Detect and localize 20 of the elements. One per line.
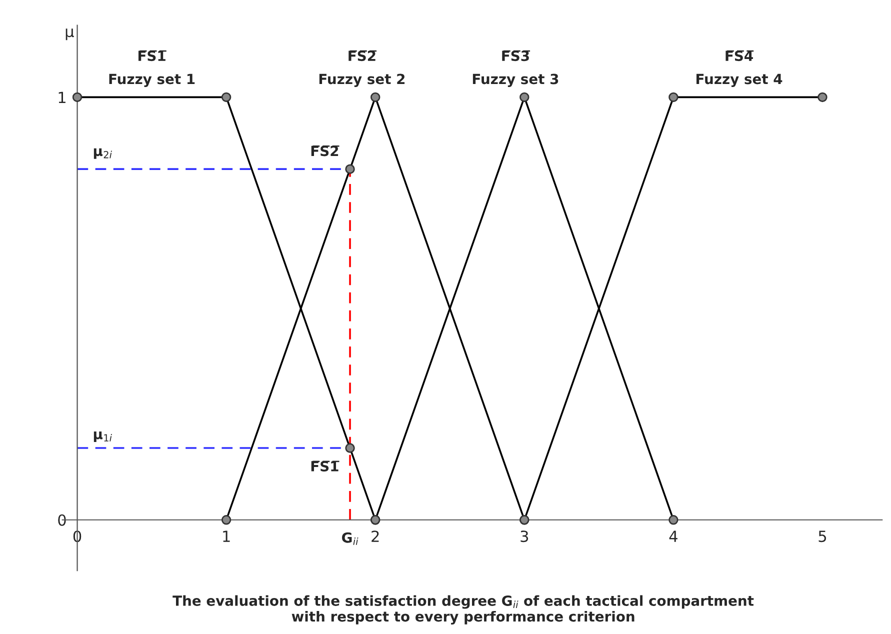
annotation: F̅S̅4̅	[726, 50, 754, 62]
annotation: Fuzzy set 3	[472, 74, 558, 88]
annotation: F̅S̅1̅	[138, 50, 166, 62]
annotation: F̅S̅2̅	[311, 145, 340, 156]
x-tick-label: 4	[669, 530, 678, 542]
annotation: μ$_{1i}$	[94, 432, 112, 442]
annotation: μ$_{2i}$	[94, 148, 112, 159]
x-tick-label: 5	[818, 530, 826, 542]
x-tick-label: 1	[223, 530, 230, 542]
annotation: Fuzzy set 2	[319, 74, 405, 88]
annotation: F̅S̅1̅	[311, 460, 340, 472]
y-axis-title: μ	[66, 28, 74, 40]
annotation: F̅S̅2̅	[348, 50, 377, 62]
x-axis-title: The evaluation of the satisfaction degree G$_{ii}$ of each tactical compartment with respect to every performance criterion	[172, 595, 754, 624]
annotation: G$_{ii}$	[342, 532, 358, 545]
annotation: Fuzzy set 4	[696, 74, 782, 88]
annotation: Fuzzy set 1	[109, 74, 195, 88]
x-tick-label: 2	[372, 530, 379, 542]
annotation: F̅S̅3̅	[502, 50, 530, 62]
x-tick-label: 3	[520, 530, 528, 542]
